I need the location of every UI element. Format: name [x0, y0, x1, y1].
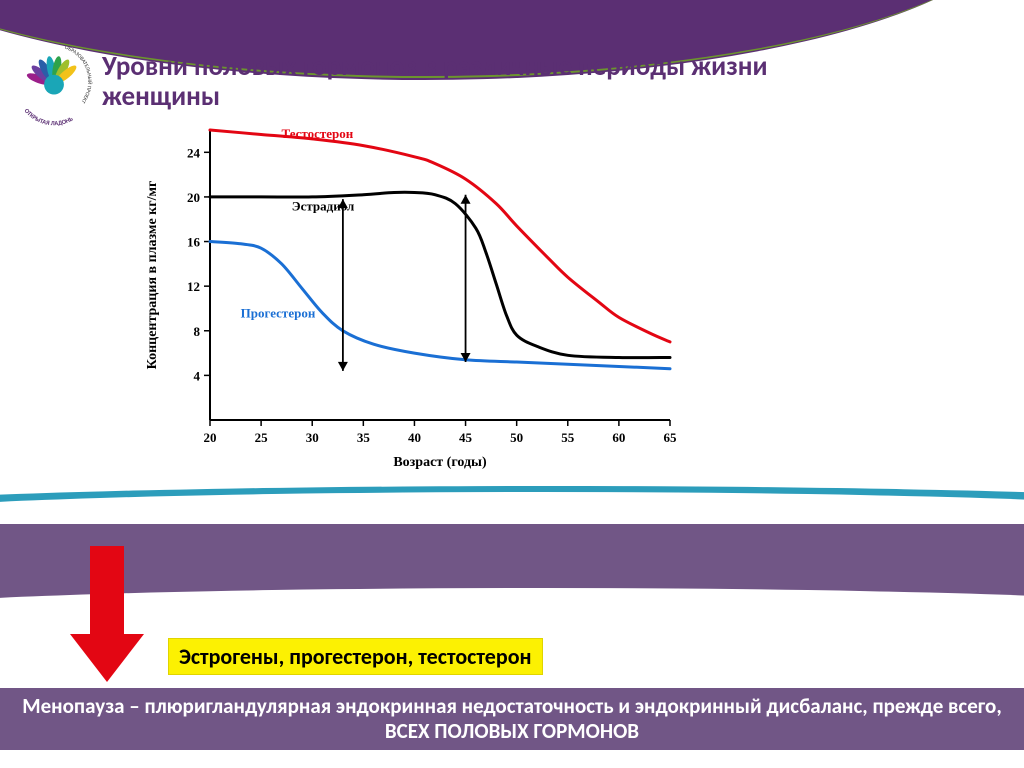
svg-text:Концентрация в плазме кг/мг: Концентрация в плазме кг/мг: [145, 181, 160, 370]
svg-text:ОТКРЫТАЯ ЛАДОНЬ: ОТКРЫТАЯ ЛАДОНЬ: [23, 107, 75, 126]
svg-text:25: 25: [255, 430, 269, 445]
svg-text:8: 8: [194, 324, 201, 339]
slide: ОБРАЗОВАТЕЛЬНЫЙ ПРОЕКТОТКРЫТАЯ ЛАДОНЬ Ур…: [0, 0, 1024, 768]
svg-text:20: 20: [204, 430, 217, 445]
svg-text:Возраст (годы): Возраст (годы): [393, 455, 487, 470]
svg-text:20: 20: [187, 190, 200, 205]
svg-text:30: 30: [306, 430, 319, 445]
svg-text:16: 16: [187, 235, 201, 250]
decor-white-arc-bottom: [0, 588, 1024, 642]
bottom-text: Менопауза – плюригландулярная эндокринна…: [0, 694, 1024, 744]
svg-text:60: 60: [612, 430, 625, 445]
callout-hormones: Эстрогены, прогестерон, тестостерон: [168, 638, 543, 675]
svg-text:50: 50: [510, 430, 523, 445]
svg-text:40: 40: [408, 430, 421, 445]
svg-text:35: 35: [357, 430, 371, 445]
svg-text:Прогестерон: Прогестерон: [241, 305, 316, 320]
hand-icon: [26, 56, 79, 95]
svg-text:Тестостерон: Тестостерон: [282, 126, 354, 141]
svg-text:24: 24: [187, 145, 201, 160]
page-title: Уровни половых гормонов в различные пери…: [102, 52, 862, 112]
svg-text:45: 45: [459, 430, 473, 445]
svg-text:12: 12: [187, 279, 200, 294]
svg-text:4: 4: [194, 368, 201, 383]
svg-text:65: 65: [664, 430, 678, 445]
svg-text:55: 55: [561, 430, 575, 445]
logo: ОБРАЗОВАТЕЛЬНЫЙ ПРОЕКТОТКРЫТАЯ ЛАДОНЬ: [4, 36, 104, 126]
hormone-chart: 20 25 30 35 40 45 50 55 60 65 4 8 12 16 20 24 Возраст (г…: [130, 120, 690, 480]
bottom-band: Менопауза – плюригландулярная эндокринна…: [0, 688, 1024, 750]
down-arrow-icon: [62, 546, 152, 686]
